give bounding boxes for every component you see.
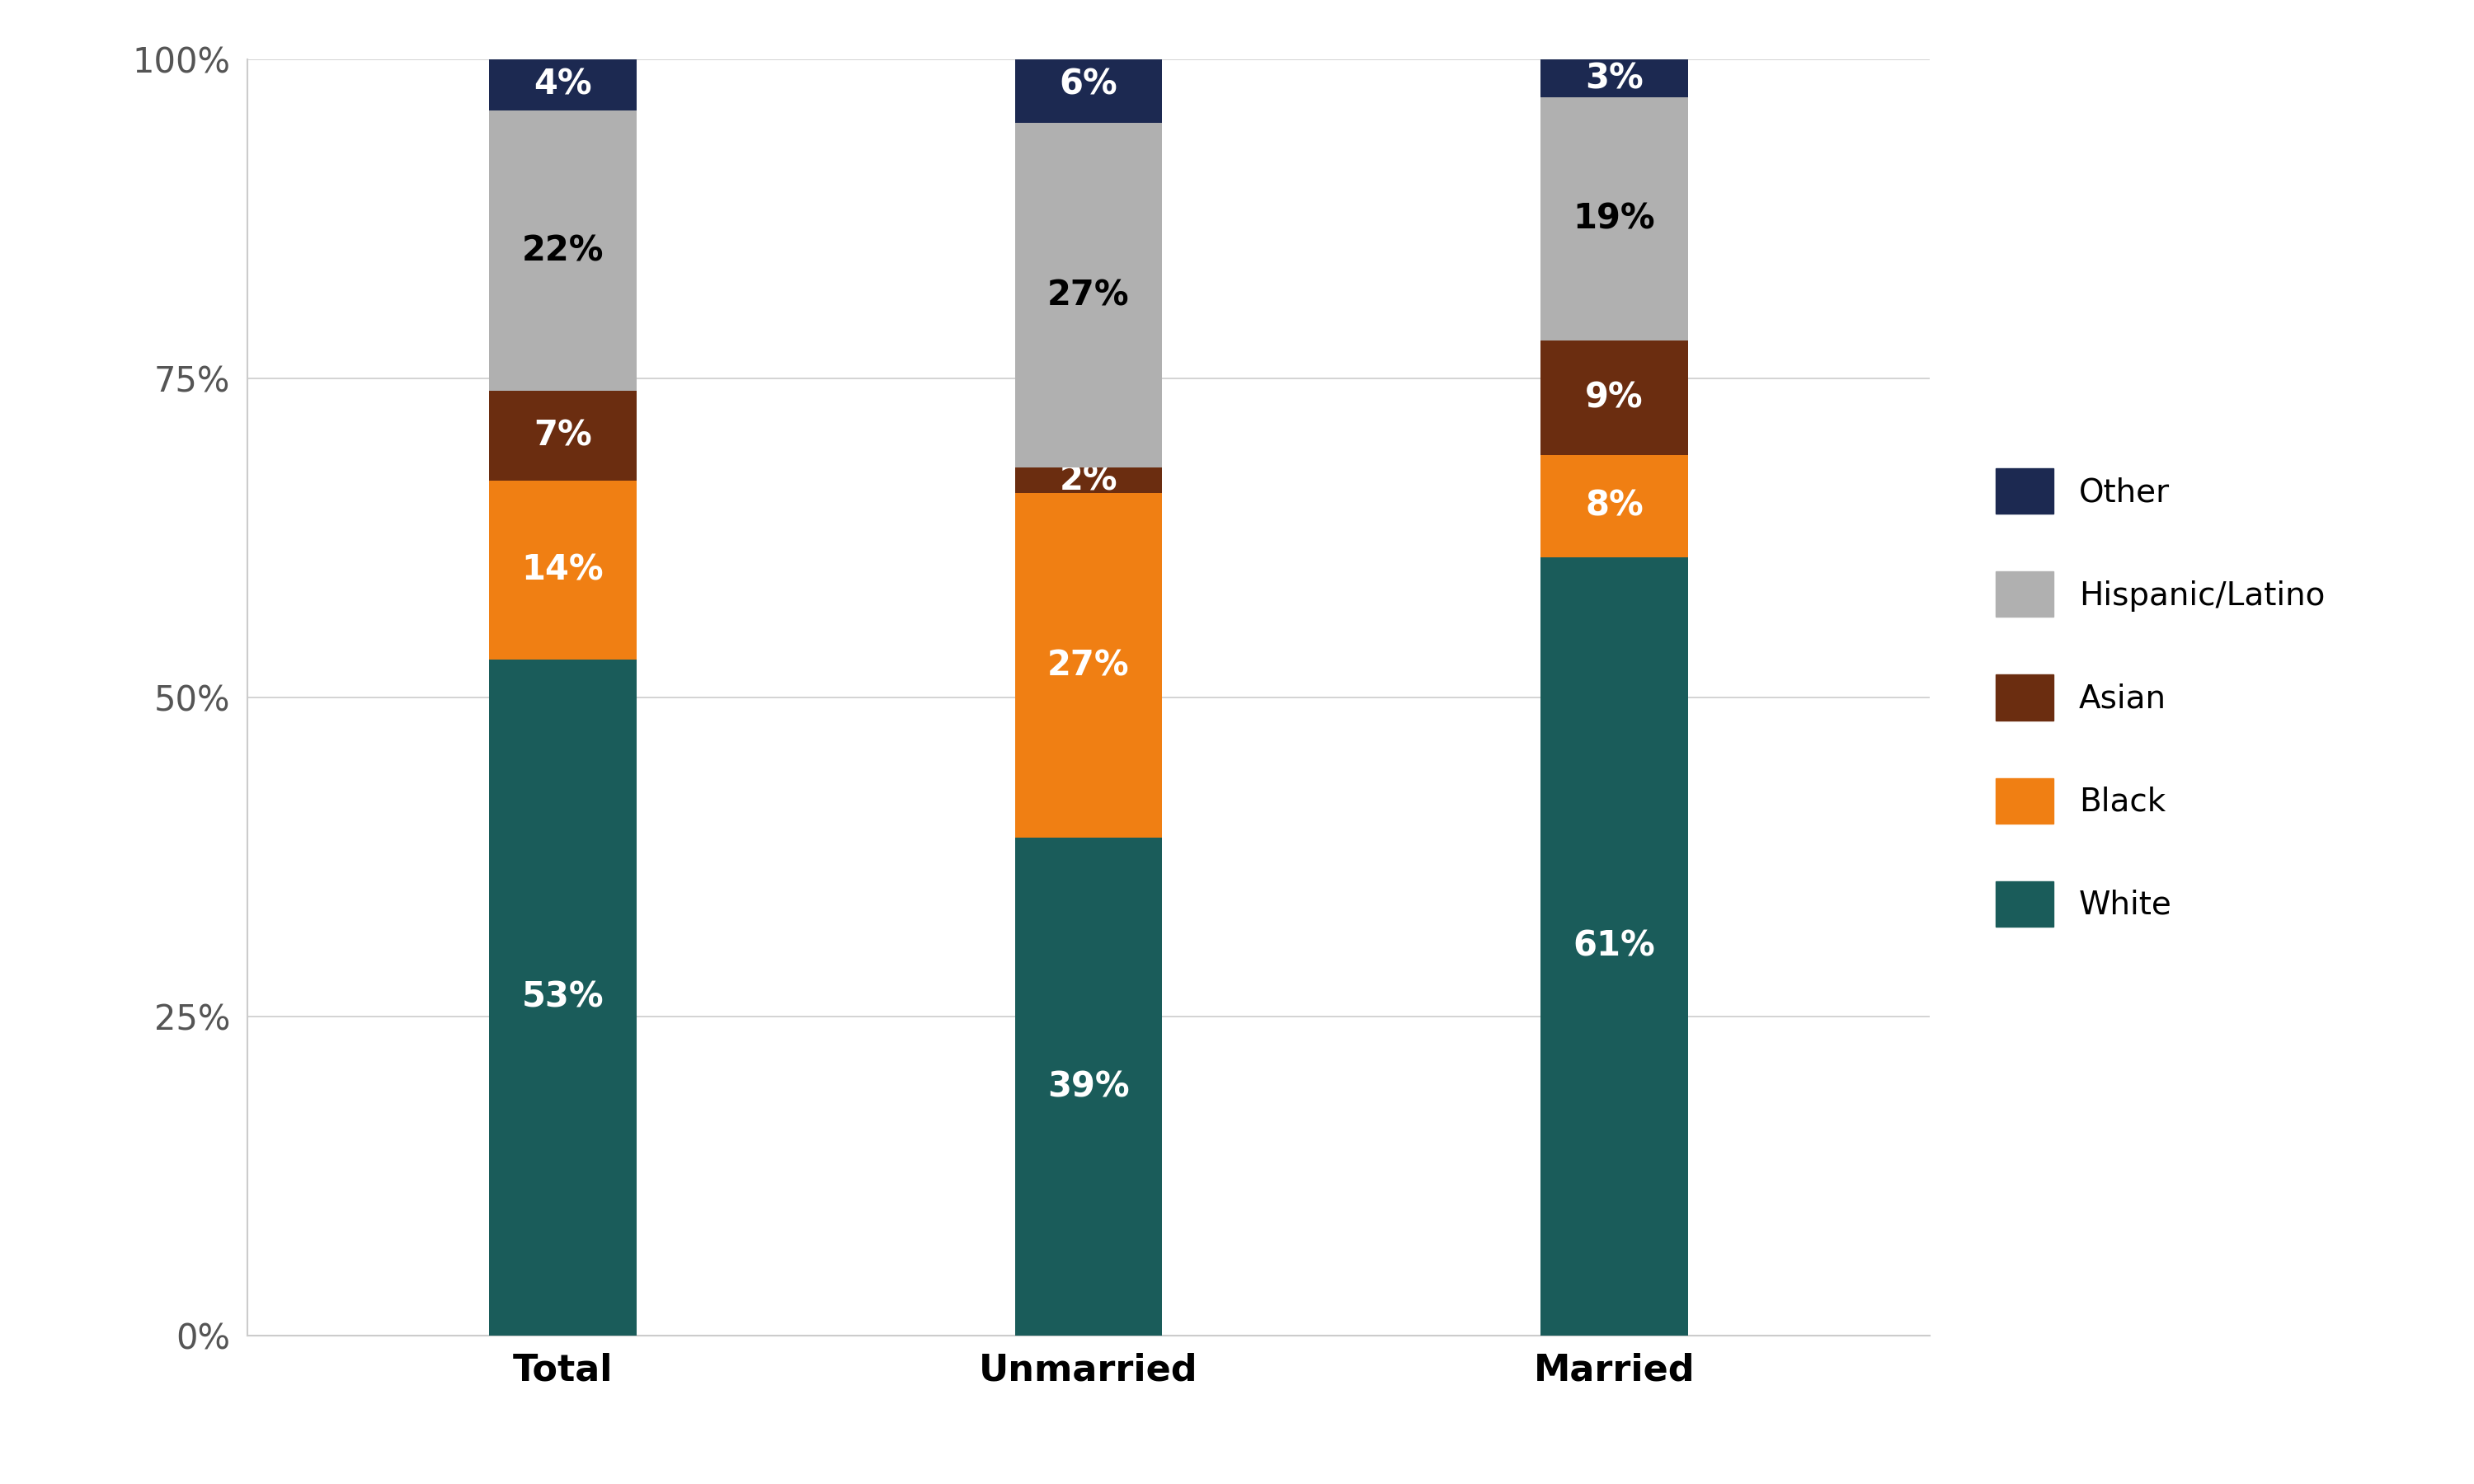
Text: 22%: 22% <box>522 233 604 269</box>
Text: 14%: 14% <box>522 552 604 588</box>
Text: 6%: 6% <box>1059 68 1118 102</box>
Bar <box>1014 493 1163 838</box>
Text: 9%: 9% <box>1586 380 1643 416</box>
Bar <box>1014 123 1163 467</box>
Bar <box>490 659 636 1336</box>
Bar <box>1541 98 1687 340</box>
Bar <box>1014 838 1163 1336</box>
Bar <box>1014 467 1163 493</box>
Text: 27%: 27% <box>1047 649 1131 683</box>
Text: 39%: 39% <box>1047 1070 1131 1104</box>
Bar <box>1541 59 1687 98</box>
Text: 3%: 3% <box>1586 61 1643 96</box>
Text: 19%: 19% <box>1573 202 1655 236</box>
Bar <box>1541 340 1687 456</box>
Bar <box>490 392 636 481</box>
Text: 27%: 27% <box>1047 278 1131 313</box>
Bar <box>1541 556 1687 1336</box>
Text: 2%: 2% <box>1059 463 1118 497</box>
Text: 4%: 4% <box>534 68 591 102</box>
Text: 7%: 7% <box>534 418 591 453</box>
Bar <box>490 59 636 110</box>
Text: 61%: 61% <box>1573 929 1655 963</box>
Bar <box>1541 456 1687 556</box>
Bar <box>490 110 636 392</box>
Text: 53%: 53% <box>522 979 604 1015</box>
Bar <box>490 481 636 659</box>
Legend: Other, Hispanic/Latino, Asian, Black, White: Other, Hispanic/Latino, Asian, Black, Wh… <box>1979 453 2340 942</box>
Bar <box>1014 46 1163 123</box>
Text: 8%: 8% <box>1586 488 1643 524</box>
